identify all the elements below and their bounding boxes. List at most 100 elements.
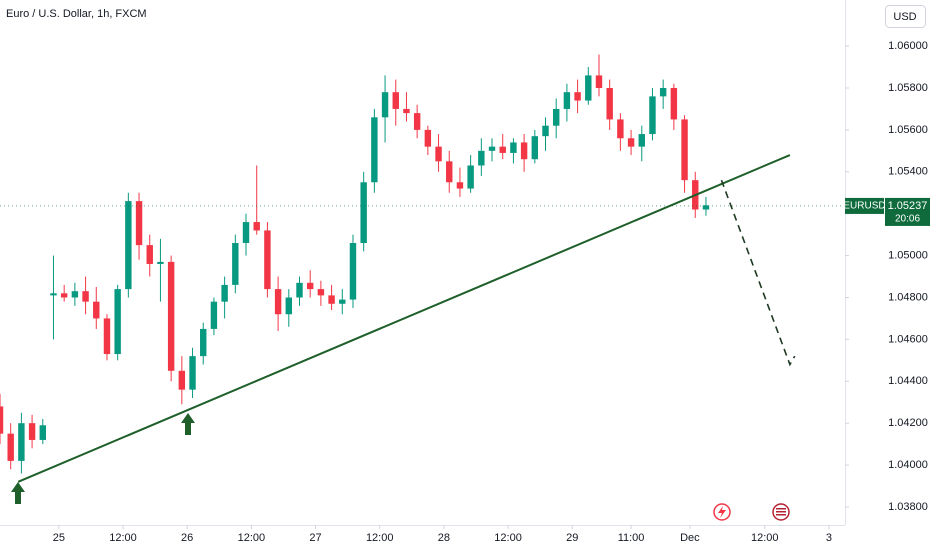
candle	[18, 412, 25, 474]
candle	[446, 150, 453, 193]
candle	[39, 418, 46, 445]
candle	[456, 167, 464, 197]
flag-stripe	[776, 511, 786, 513]
candle-body	[392, 92, 399, 109]
y-tick-label: 1.05600	[888, 124, 928, 136]
candle-body	[467, 165, 474, 189]
candle	[0, 393, 4, 445]
candle-body	[50, 293, 57, 296]
candle	[242, 213, 250, 256]
candle-body	[360, 182, 367, 244]
candle	[157, 238, 164, 302]
price-badge	[885, 197, 930, 226]
candle-body	[317, 289, 325, 296]
candle-body	[167, 261, 175, 371]
event-icon-glyph	[718, 506, 726, 518]
candle-body	[306, 282, 314, 290]
y-tick-label: 1.06000	[888, 40, 928, 52]
candle	[424, 125, 432, 156]
candle	[210, 297, 218, 336]
candle	[200, 322, 207, 365]
candle-body	[456, 182, 464, 189]
candle-body	[381, 92, 389, 118]
candle-body	[339, 299, 346, 304]
candle-body	[606, 87, 613, 120]
candle-body	[585, 75, 592, 101]
candle	[7, 423, 14, 470]
candle	[681, 115, 688, 193]
candle-body	[478, 150, 485, 166]
candle-body	[403, 108, 410, 114]
candle-body	[488, 146, 496, 151]
candle	[125, 192, 132, 298]
symbol-label: EURUSD	[843, 201, 885, 212]
candle-body	[285, 297, 293, 315]
candle	[60, 284, 68, 302]
candle	[649, 87, 656, 141]
currency-button[interactable]	[885, 5, 926, 28]
candle-body	[659, 87, 667, 97]
x-tick-label: 12:00	[238, 532, 266, 544]
candle	[167, 255, 175, 382]
candle	[371, 108, 378, 193]
candle-body	[189, 356, 196, 390]
candle	[135, 192, 143, 260]
candle-body	[435, 146, 442, 162]
candle	[285, 289, 293, 327]
candle-body	[103, 318, 111, 355]
x-tick-label: 27	[309, 532, 321, 544]
candle	[413, 104, 421, 139]
candle-body	[232, 243, 239, 285]
candle	[103, 314, 111, 361]
candle	[232, 234, 239, 294]
candle-body	[413, 113, 421, 130]
candle	[520, 134, 528, 172]
candle-body	[670, 87, 678, 120]
y-tick-label: 1.04200	[888, 417, 928, 429]
candle	[82, 276, 89, 315]
candle-body	[552, 108, 560, 126]
candle-body	[200, 328, 207, 357]
candle-body	[242, 222, 250, 244]
candle	[510, 138, 517, 164]
candle-body	[328, 295, 335, 304]
candle-body	[371, 117, 378, 183]
candle	[28, 414, 36, 449]
candle-body	[0, 406, 4, 434]
candle	[296, 276, 303, 306]
chart-title: Euro / U.S. Dollar, 1h, FXCM	[6, 8, 147, 20]
candle	[178, 356, 186, 405]
candle	[317, 280, 325, 306]
candle-body	[221, 284, 228, 302]
candle-body	[563, 92, 571, 109]
symbol-badge	[845, 197, 884, 214]
candle-body	[274, 289, 282, 315]
candle	[617, 113, 624, 151]
candle	[435, 134, 442, 172]
x-tick-label: Dec	[680, 532, 700, 544]
candle	[478, 138, 485, 176]
candle	[467, 155, 474, 193]
candle-body	[617, 119, 624, 139]
candle-body	[510, 142, 517, 153]
candle	[488, 138, 496, 162]
candle-body	[146, 245, 153, 264]
candle-body	[28, 423, 36, 440]
candle-body	[574, 92, 581, 101]
price-label: 1.05237	[888, 200, 928, 212]
candle-body	[349, 243, 357, 300]
y-tick-label: 1.03800	[888, 501, 928, 513]
overlay: USD	[11, 5, 926, 521]
candle-body	[499, 146, 506, 153]
candle	[50, 255, 57, 340]
y-tick-label: 1.05000	[888, 249, 928, 261]
candle	[93, 287, 100, 329]
candle	[403, 92, 410, 122]
candle-body	[93, 301, 100, 319]
candle-body	[18, 423, 25, 461]
countdown-label: 20:06	[895, 214, 920, 225]
candle-body	[39, 425, 46, 440]
candle-body	[135, 201, 143, 246]
